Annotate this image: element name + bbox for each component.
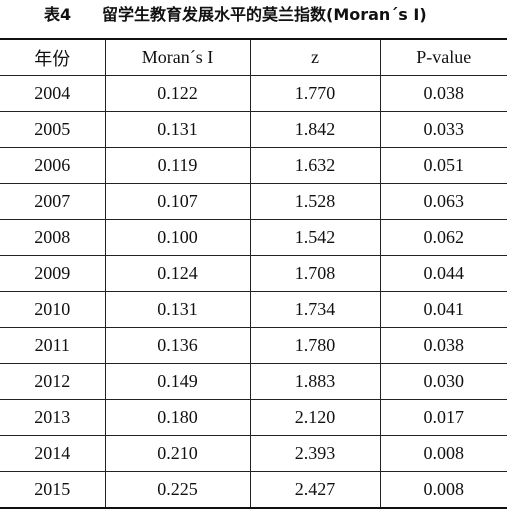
table-cell: 2.120: [249, 399, 380, 436]
caption-label: 表4: [44, 5, 72, 24]
table-row: 2006 0.119 1.632 0.051: [0, 147, 507, 184]
table-cell: 0.119: [104, 147, 250, 184]
table-cell: 0.180: [104, 399, 250, 436]
table-cell: 0.131: [104, 111, 250, 148]
table-cell: 1.770: [249, 75, 380, 112]
table-cell: 0.062: [379, 219, 507, 256]
table-cell: 0.210: [104, 435, 250, 472]
table-caption: 表4 留学生教育发展水平的莫兰指数(Moran´s I): [0, 0, 507, 34]
table-cell: 0.038: [379, 327, 507, 364]
table-cell: 1.780: [249, 327, 380, 364]
table-cell: 2006: [0, 147, 105, 184]
table-row: 2014 0.210 2.393 0.008: [0, 435, 507, 472]
header-cell: z: [249, 39, 380, 76]
table-cell: 2009: [0, 255, 105, 292]
table-cell: 2011: [0, 327, 105, 364]
table-cell: 0.063: [379, 183, 507, 220]
table-cell: 2013: [0, 399, 105, 436]
table-cell: 2015: [0, 471, 105, 509]
table-cell: 1.708: [249, 255, 380, 292]
table-cell: 0.122: [104, 75, 250, 112]
table-cell: 2005: [0, 111, 105, 148]
table-cell: 0.225: [104, 471, 250, 509]
caption-title: 留学生教育发展水平的莫兰指数(Moran´s I): [102, 5, 427, 24]
table-cell: 0.008: [379, 435, 507, 472]
header-cell: Moran´s I: [104, 39, 250, 76]
table-row: 2008 0.100 1.542 0.062: [0, 219, 507, 256]
table-cell: 0.044: [379, 255, 507, 292]
table-cell: 2.393: [249, 435, 380, 472]
table-cell: 2010: [0, 291, 105, 328]
table-row: 2007 0.107 1.528 0.063: [0, 183, 507, 220]
table-row: 2004 0.122 1.770 0.038: [0, 75, 507, 112]
header-cell: P-value: [379, 39, 507, 76]
table-row: 2009 0.124 1.708 0.044: [0, 255, 507, 292]
table-cell: 1.883: [249, 363, 380, 400]
header-cell: 年份: [0, 39, 105, 76]
table-cell: 0.131: [104, 291, 250, 328]
table-body: 2004 0.122 1.770 0.038 2005 0.131 1.842 0.033 20…: [0, 75, 507, 509]
table-cell: 0.017: [379, 399, 507, 436]
table-cell: 1.842: [249, 111, 380, 148]
table-cell: 2007: [0, 183, 105, 220]
table-cell: 2004: [0, 75, 105, 112]
table-cell: 1.734: [249, 291, 380, 328]
table-cell: 1.542: [249, 219, 380, 256]
table-cell: 0.041: [379, 291, 507, 328]
table-cell: 2.427: [249, 471, 380, 509]
table-cell: 1.632: [249, 147, 380, 184]
table-cell: 1.528: [249, 183, 380, 220]
table-row: 2011 0.136 1.780 0.038: [0, 327, 507, 364]
table-cell: 0.033: [379, 111, 507, 148]
table-cell: 0.136: [104, 327, 250, 364]
table-cell: 0.008: [379, 471, 507, 509]
table-cell: 2008: [0, 219, 105, 256]
table-cell: 2012: [0, 363, 105, 400]
table-cell: 0.051: [379, 147, 507, 184]
table-row: 2005 0.131 1.842 0.033: [0, 111, 507, 148]
table-cell: 0.030: [379, 363, 507, 400]
table-cell: 0.038: [379, 75, 507, 112]
table-cell: 0.107: [104, 183, 250, 220]
table-row: 2015 0.225 2.427 0.008: [0, 471, 507, 509]
table-cell: 2014: [0, 435, 105, 472]
table-cell: 0.149: [104, 363, 250, 400]
table-row: 2013 0.180 2.120 0.017: [0, 399, 507, 436]
table-row: 2010 0.131 1.734 0.041: [0, 291, 507, 328]
table-cell: 0.124: [104, 255, 250, 292]
table-cell: 0.100: [104, 219, 250, 256]
table-row: 2012 0.149 1.883 0.030: [0, 363, 507, 400]
